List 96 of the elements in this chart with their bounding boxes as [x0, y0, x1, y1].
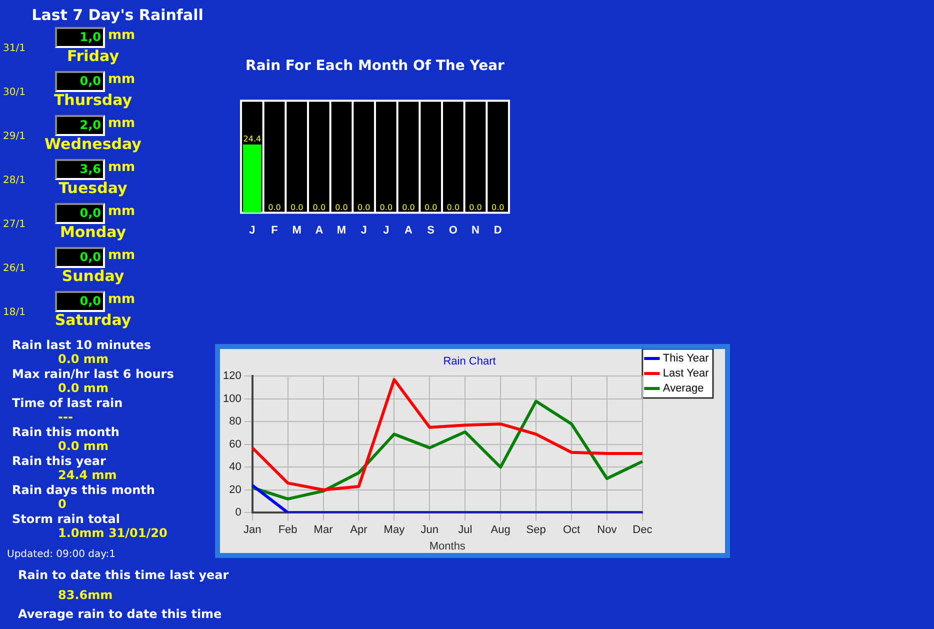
text: 24.4 mm	[58, 468, 117, 482]
y-tick-label: 120	[222, 370, 242, 382]
legend-label: Last Year	[662, 368, 710, 380]
text: 1.0mm 31/01/20	[57, 526, 168, 541]
x-tick-label: O	[448, 224, 458, 236]
text: mm	[108, 204, 136, 219]
y-tick-label: 0	[235, 506, 242, 519]
x-tick-label: Oct	[562, 524, 580, 536]
text: 26/1	[3, 263, 26, 274]
data-label: 0.0	[312, 202, 326, 212]
legend-label: This Year	[662, 352, 710, 365]
data-label: 0.0	[380, 202, 393, 212]
text: 0.0 mm	[58, 439, 108, 453]
text: 83.6mm	[57, 588, 114, 603]
text: Saturday	[54, 311, 132, 329]
text: Rain last 10 minutes	[11, 338, 152, 352]
x-tick-label: D	[494, 224, 502, 236]
x-tick-label: N	[472, 224, 480, 236]
text: 0,0	[55, 291, 105, 312]
text: 3,6	[55, 159, 105, 180]
y-tick-label: 80	[229, 416, 242, 428]
data-label: 0.0	[446, 202, 460, 212]
x-tick-label: Nov	[597, 524, 618, 536]
text: mm	[108, 292, 136, 307]
x-tick-label: J	[360, 224, 367, 236]
chart-title: Rain Chart	[443, 356, 496, 368]
text: 0,0	[55, 71, 105, 92]
x-tick-label: J	[249, 224, 256, 236]
text: Friday	[66, 47, 119, 65]
x-tick-label: M	[292, 224, 302, 236]
text: Tuesday	[58, 179, 128, 197]
text: Monday	[60, 223, 126, 241]
chart-title: Rain For Each Month Of The Year	[246, 58, 505, 74]
x-tick-label: Sep	[526, 524, 546, 536]
text: 0.0 mm	[57, 352, 110, 367]
text: Rain to date this time last year	[17, 568, 230, 583]
x-tick-label: Jan	[243, 524, 262, 536]
text: Average rain to date this time	[17, 607, 223, 622]
text: mm	[108, 28, 136, 43]
data-label: 0.0	[335, 202, 348, 212]
text: mm	[108, 248, 136, 263]
x-tick-label: S	[427, 224, 435, 236]
text: Sunday	[62, 267, 124, 285]
y-tick-label: 100	[222, 392, 242, 405]
y-tick-label: 60	[229, 438, 242, 450]
text: 31/1	[3, 43, 26, 54]
text: Rain this year	[12, 454, 106, 468]
text: 0,0	[55, 247, 105, 268]
text: Time of last rain	[12, 396, 123, 410]
x-tick-label: May	[384, 524, 406, 536]
x-tick-label: Feb	[278, 524, 298, 536]
text: mm	[108, 160, 136, 175]
x-tick-label: Jun	[420, 524, 439, 536]
text: Wednesday	[44, 135, 142, 153]
y-tick-label: 20	[229, 484, 242, 496]
x-tick-label: A	[404, 224, 413, 236]
text: 1,0	[55, 27, 105, 48]
data-label: 0.0	[268, 202, 281, 212]
x-tick-label: Mar	[314, 524, 334, 536]
legend-label: Average	[662, 382, 704, 395]
x-tick-label: M	[336, 224, 346, 236]
text: Storm rain total	[12, 512, 120, 526]
x-tick-label: Jul	[458, 524, 472, 536]
text: 0.0 mm	[58, 381, 108, 395]
data-label: 0.0	[290, 202, 304, 212]
text: Updated: 09:00 day:1	[6, 548, 117, 562]
data-label: 0.0	[469, 202, 482, 212]
data-label: 0.0	[357, 202, 370, 212]
data-label: 24.4	[243, 134, 262, 144]
text: Rain days this month	[12, 483, 155, 497]
text: mm	[108, 116, 136, 131]
x-tick-label: Aug	[490, 524, 510, 536]
text: Thursday	[54, 91, 132, 109]
text: 0	[58, 497, 66, 511]
x-axis-title: Months	[429, 540, 466, 552]
x-tick-label: Dec	[632, 524, 653, 536]
text: mm	[108, 72, 136, 87]
text: Rain this month	[12, 425, 120, 439]
x-tick-label: A	[315, 224, 324, 236]
text: 0,0	[55, 203, 105, 224]
x-tick-label: F	[271, 224, 278, 236]
text: 27/1	[3, 219, 26, 230]
text: 28/1	[3, 175, 26, 186]
text: ---	[58, 410, 73, 424]
text: 2,0	[55, 115, 105, 136]
text: Max rain/hr last 6 hours	[12, 367, 174, 381]
text: 18/1	[3, 307, 26, 318]
x-tick-label: J	[383, 224, 390, 236]
text: Last 7 Day's Rainfall	[30, 6, 204, 24]
y-tick-label: 40	[229, 461, 242, 474]
x-tick-label: Apr	[350, 524, 368, 536]
data-label: 0.0	[491, 202, 504, 212]
data-label: 0.0	[424, 202, 438, 212]
text: 30/1	[3, 87, 26, 98]
data-label: 0.0	[402, 202, 415, 212]
text: 29/1	[3, 131, 26, 142]
